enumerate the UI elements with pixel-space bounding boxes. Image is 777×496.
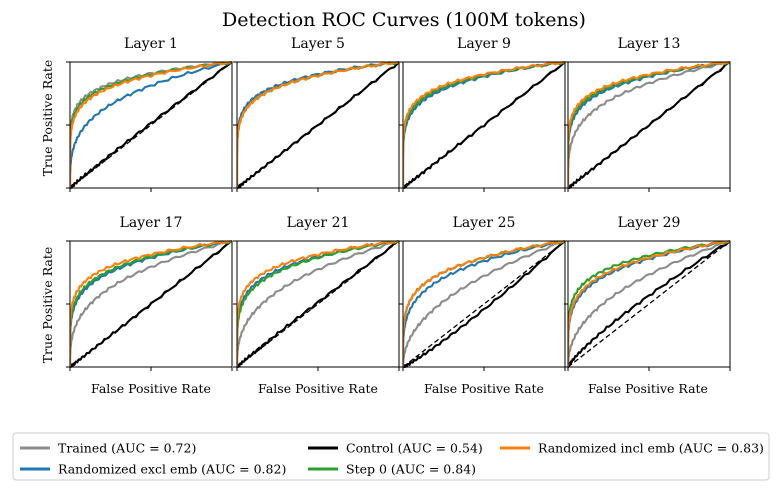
legend-label: Step 0 (AUC = 0.84) <box>346 462 476 477</box>
series-lines <box>403 61 565 189</box>
panel-title: Layer 25 <box>453 215 516 231</box>
roc-curve-step0 <box>70 240 232 368</box>
roc-curve-control <box>403 61 565 189</box>
series-lines <box>568 240 730 368</box>
x-axis-label-col4: False Positive Rate <box>588 381 708 396</box>
roc-curve-rand_incl <box>237 240 399 368</box>
legend-label: Control (AUC = 0.54) <box>346 441 483 456</box>
panels-grid: Layer 1 Layer 5 Layer 9 Layer 13 Layer 17 Lay… <box>66 36 731 371</box>
chance-diagonal <box>69 61 233 189</box>
legend-label: Randomized incl emb (AUC = 0.83) <box>538 441 764 456</box>
roc-curve-step0 <box>237 240 399 368</box>
panel: Layer 17 <box>66 215 233 371</box>
roc-curve-control <box>237 61 399 189</box>
series-lines <box>237 240 399 368</box>
roc-curve-rand_incl <box>237 61 399 189</box>
series-lines <box>70 240 232 368</box>
panel-title: Layer 5 <box>291 36 345 52</box>
roc-curve-trained <box>403 240 565 368</box>
roc-curve-rand_incl <box>568 61 730 189</box>
panel-title: Layer 9 <box>457 36 511 52</box>
roc-curve-control <box>403 240 565 368</box>
panel: Layer 13 <box>564 36 731 192</box>
roc-curve-rand_excl <box>403 240 565 368</box>
legend-item-control: Control (AUC = 0.54) <box>308 441 483 456</box>
series-lines <box>70 61 232 189</box>
y-axis-label-row2: True Positive Rate <box>40 247 55 364</box>
roc-curve-rand_incl <box>568 240 730 368</box>
legend: Trained (AUC = 0.72) Control (AUC = 0.54)… <box>12 432 770 481</box>
x-axis-label-col3: False Positive Rate <box>424 381 544 396</box>
x-axis-label-col2: False Positive Rate <box>258 381 378 396</box>
roc-curve-trained <box>568 240 730 368</box>
series-lines <box>568 61 730 189</box>
panel: Layer 1 <box>66 36 233 192</box>
chance-diagonal <box>402 240 566 368</box>
roc-curve-control <box>237 240 399 368</box>
panel-title: Layer 17 <box>120 215 183 231</box>
roc-curve-control <box>70 61 232 189</box>
series-lines <box>237 61 399 189</box>
roc-curve-control <box>568 61 730 189</box>
legend-frame <box>12 432 770 481</box>
roc-curve-rand_incl <box>70 240 232 368</box>
roc-curve-trained <box>70 240 232 368</box>
roc-curve-control <box>568 240 730 368</box>
panel: Layer 9 <box>399 36 566 192</box>
legend-item-rand_incl: Randomized incl emb (AUC = 0.83) <box>500 441 764 456</box>
panel-title: Layer 1 <box>124 36 178 52</box>
x-axis-label-col1: False Positive Rate <box>91 381 211 396</box>
roc-curve-rand_incl <box>403 240 565 368</box>
roc-curve-rand_incl <box>70 61 232 189</box>
y-axis-label-row1: True Positive Rate <box>40 60 55 177</box>
panel-title: Layer 21 <box>287 215 350 231</box>
legend-item-trained: Trained (AUC = 0.72) <box>20 441 196 456</box>
chance-diagonal <box>567 240 731 368</box>
panel: Layer 21 <box>233 215 400 371</box>
roc-curve-trained <box>568 61 730 189</box>
panel: Layer 29 <box>564 215 731 371</box>
panel: Layer 25 <box>399 215 566 371</box>
roc-curve-control <box>70 240 232 368</box>
roc-curve-rand_excl <box>70 61 232 189</box>
roc-curve-step0 <box>568 240 730 368</box>
panel-title: Layer 29 <box>618 215 681 231</box>
legend-item-step0: Step 0 (AUC = 0.84) <box>308 462 476 477</box>
series-lines <box>403 240 565 368</box>
panel-title: Layer 13 <box>618 36 681 52</box>
figure-title: Detection ROC Curves (100M tokens) <box>222 9 586 31</box>
legend-label: Trained (AUC = 0.72) <box>58 441 196 456</box>
panel: Layer 5 <box>233 36 400 192</box>
roc-curve-rand_incl <box>403 61 565 189</box>
legend-label: Randomized excl emb (AUC = 0.82) <box>58 462 286 477</box>
roc-curve-trained <box>237 240 399 368</box>
legend-item-rand_excl: Randomized excl emb (AUC = 0.82) <box>20 462 286 477</box>
